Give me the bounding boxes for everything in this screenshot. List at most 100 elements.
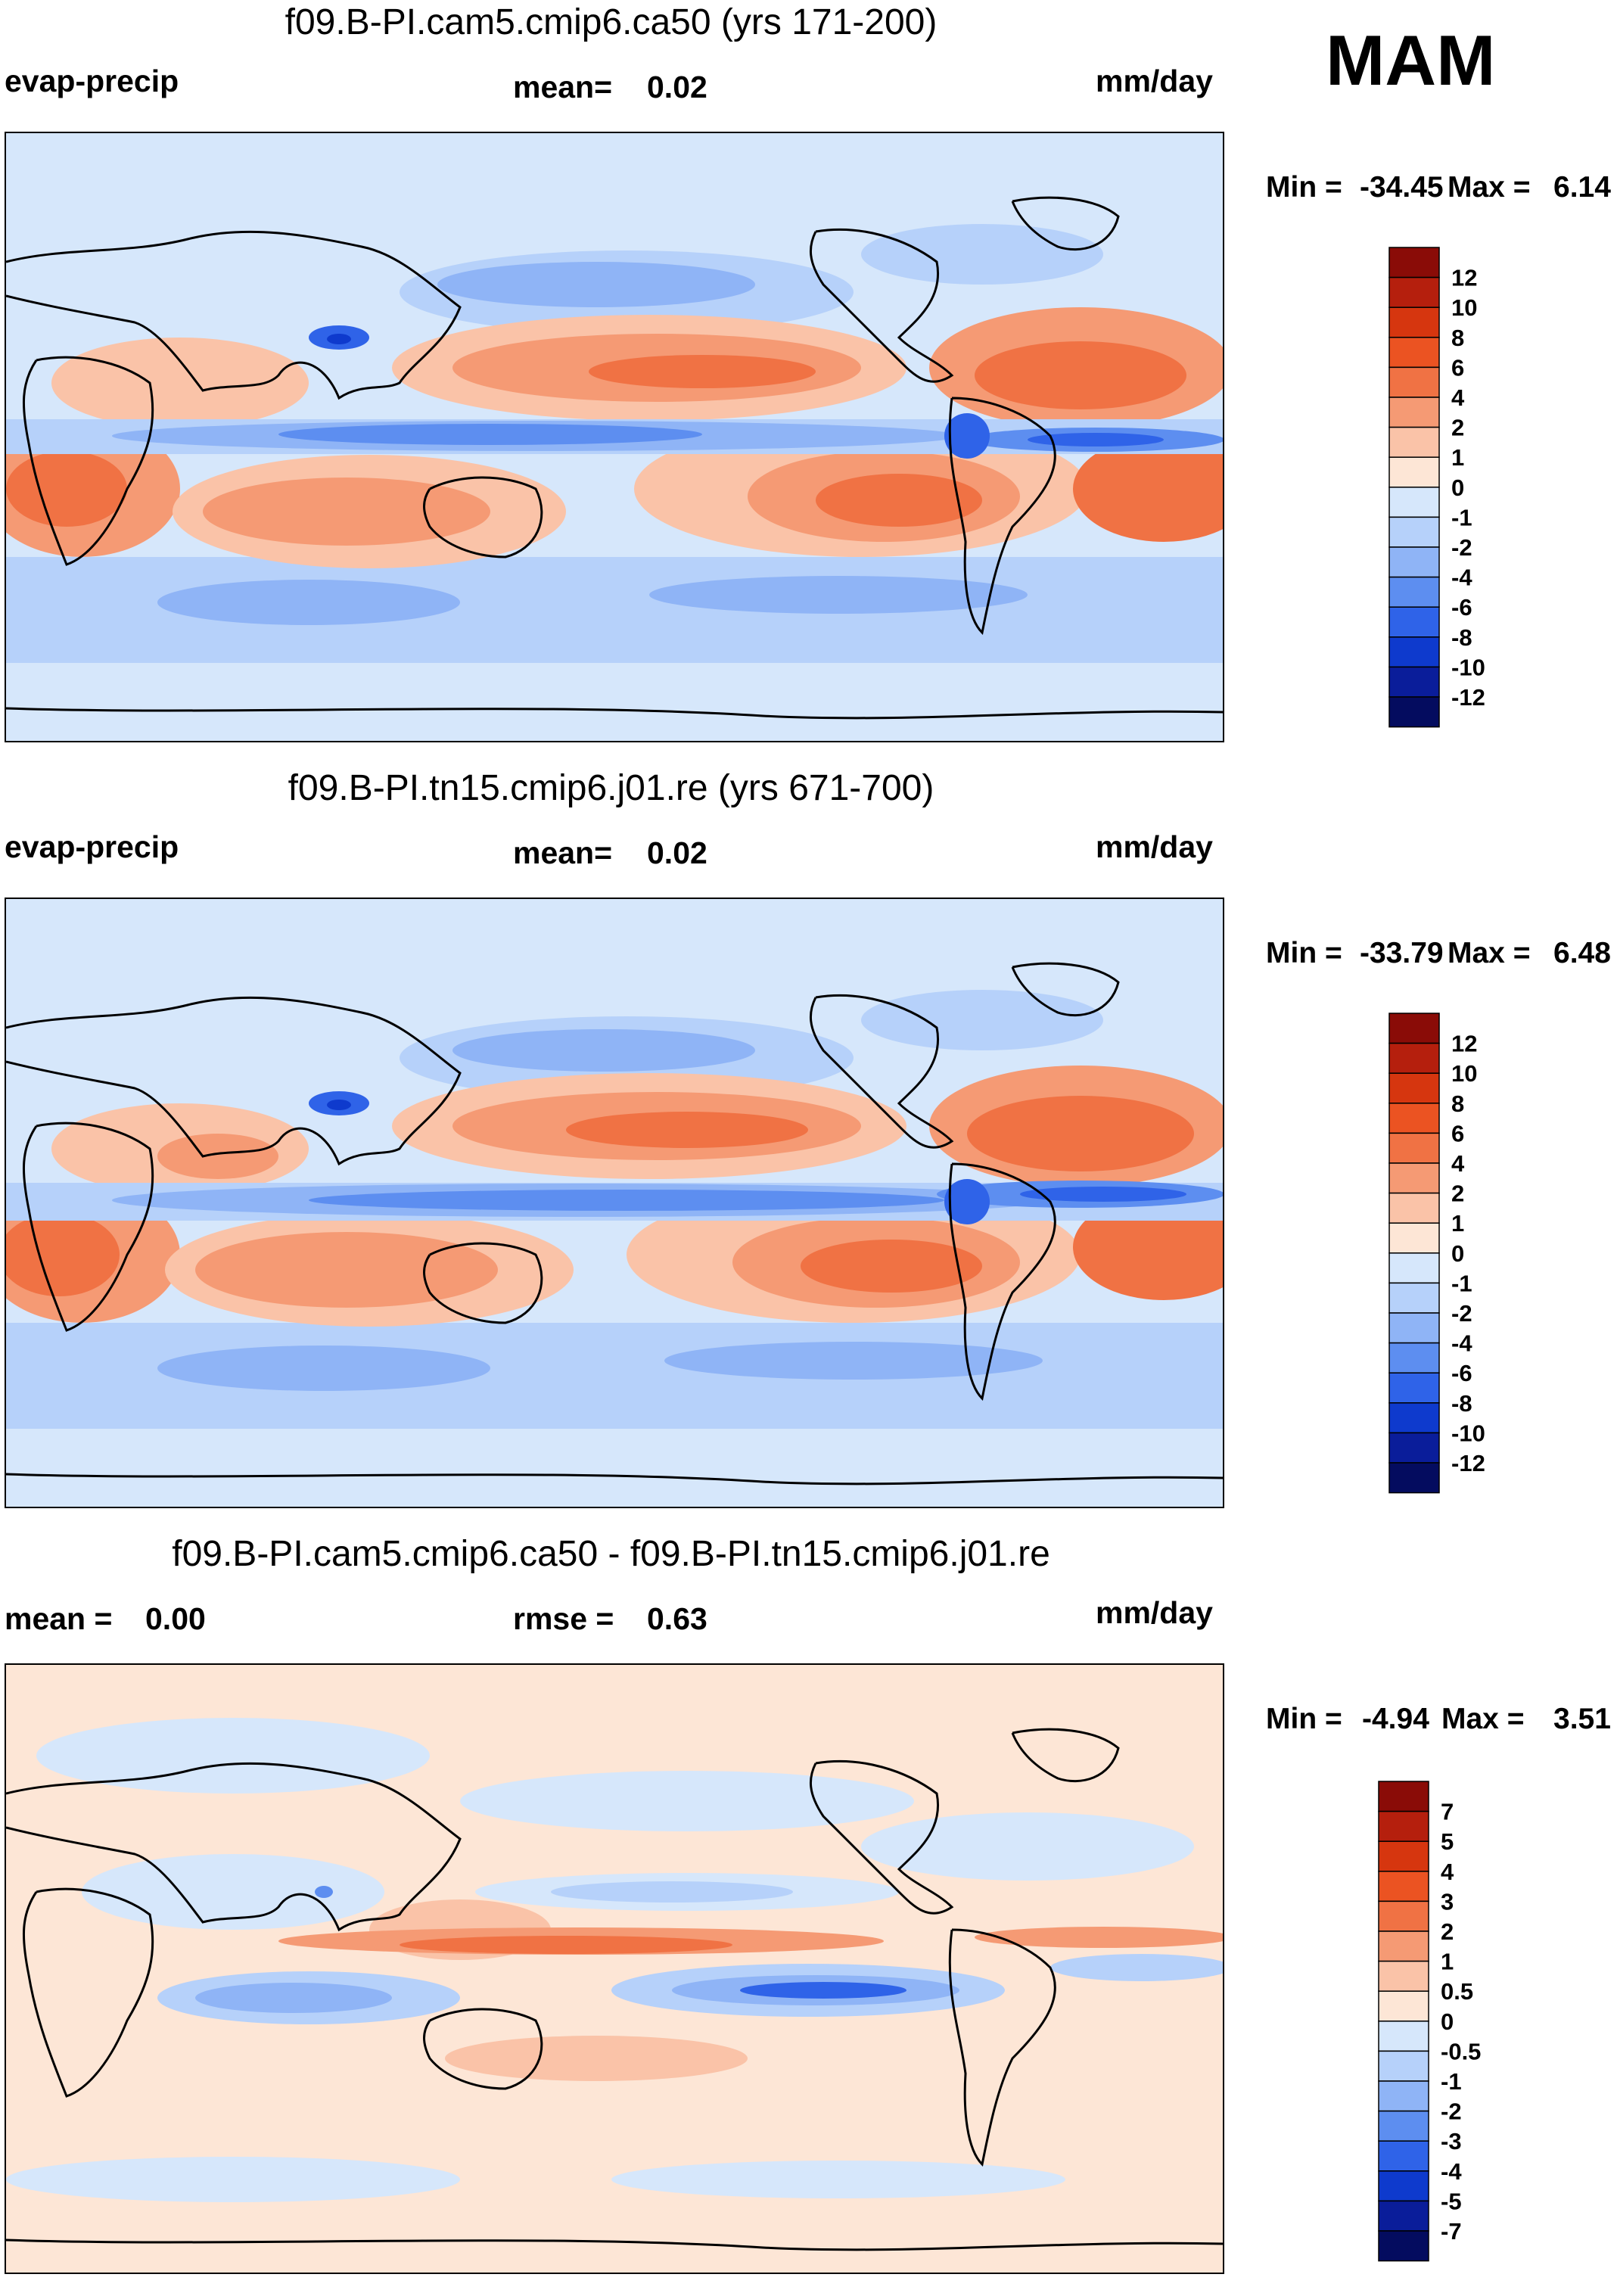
rain-maximum	[327, 1100, 351, 1110]
colorbar-tick-label: 0	[1451, 474, 1464, 501]
colorbar-tick-label: 1	[1451, 444, 1464, 471]
colorbar-tick-label: 4	[1451, 384, 1465, 411]
colorbar-tick-label: 12	[1451, 1031, 1477, 1057]
max-value: 6.48	[1553, 937, 1611, 969]
colorbar-tick-label: -6	[1451, 594, 1472, 621]
colorbar-swatch	[1388, 1282, 1440, 1314]
subtropical-high	[51, 338, 309, 428]
colorbar-tick-label: -1	[1441, 2068, 1462, 2095]
subtropical-high	[195, 1232, 498, 1308]
colorbar-swatch	[1388, 1132, 1440, 1164]
colorbar-swatch	[1388, 1072, 1440, 1104]
colorbar-swatch	[1378, 2230, 1429, 2262]
contour-map	[5, 898, 1224, 1508]
colorbar-swatch	[1388, 366, 1440, 398]
negative-core	[740, 1982, 906, 1999]
subtropical-high	[967, 1096, 1194, 1171]
colorbar-tick-label: -1	[1451, 504, 1472, 530]
panel-title: f09.B-PI.tn15.cmip6.j01.re (yrs 671-700)	[288, 768, 934, 808]
units-label: mm/day	[1096, 1595, 1213, 1630]
eurasia-coast	[6, 996, 462, 1166]
colorbar-swatch	[1378, 2140, 1429, 2172]
africa-coast	[23, 356, 154, 566]
eurasia-coast	[6, 230, 462, 400]
max-value: 3.51	[1553, 1703, 1611, 1735]
north-america-coast	[809, 228, 954, 383]
colorbar-swatch	[1388, 1162, 1440, 1194]
colorbar-tick-label: 6	[1451, 354, 1464, 381]
south-america-coast	[948, 397, 1056, 636]
colorbar-tick-label: 2	[1451, 415, 1464, 441]
variable-label: evap-precip	[5, 64, 179, 98]
contour-map	[5, 132, 1224, 742]
colorbar-tick-label: -10	[1451, 654, 1485, 680]
mean-label: mean=	[513, 835, 613, 870]
subtropical-high	[1073, 436, 1223, 542]
negative-core	[315, 1886, 333, 1898]
subtropical-high	[6, 451, 127, 527]
colorbar-tick-label: -2	[1451, 534, 1472, 561]
colorbar-swatch	[1378, 1960, 1429, 1992]
coastlines	[6, 196, 1223, 720]
colorbar-tick-label: -8	[1451, 624, 1472, 651]
max-value: 6.14	[1553, 171, 1611, 204]
map-svg	[6, 133, 1223, 741]
min-value: -34.45	[1360, 171, 1444, 204]
colorbar-swatch	[1388, 696, 1440, 728]
north-pacific-band	[437, 262, 755, 307]
colorbar-tick-label: 10	[1451, 1060, 1477, 1087]
positive-band	[975, 1927, 1223, 1948]
colorbar-swatch	[1378, 1930, 1429, 1962]
min-label: Min =	[1266, 1703, 1342, 1735]
colorbar-swatch	[1378, 1990, 1429, 2022]
panel-title: f09.B-PI.cam5.cmip6.ca50 - f09.B-PI.tn15…	[172, 1534, 1050, 1574]
min-label: Min =	[1266, 937, 1342, 969]
map-svg	[6, 899, 1223, 1507]
colorbar-swatch	[1388, 1252, 1440, 1284]
colorbar: 7 5 4 3 2 1 0.5 0 -0.5 -1 -2 -3 -4 -5 -7	[1378, 1781, 1492, 2266]
colorbar-swatch	[1378, 2170, 1429, 2202]
coastlines	[6, 1728, 1223, 2251]
colorbar-tick-label: -12	[1451, 684, 1485, 711]
colorbar-tick-label: 4	[1451, 1150, 1465, 1177]
colorbar-tick-label: -12	[1451, 1450, 1485, 1476]
colorbar-swatch	[1378, 1781, 1429, 1812]
colorbar-tick-label: 12	[1451, 265, 1477, 291]
negative-patch	[36, 1718, 430, 1794]
rmse-value: 0.63	[647, 1601, 707, 1636]
colorbar-swatch	[1378, 1840, 1429, 1872]
colorbar-swatch	[1388, 1013, 1440, 1044]
colorbar-swatch	[1388, 456, 1440, 488]
max-label: Max =	[1441, 1703, 1525, 1735]
negative-patch	[6, 2157, 460, 2202]
colorbar-tick-label: -6	[1451, 1360, 1472, 1386]
units-label: mm/day	[1096, 64, 1213, 98]
colorbar-swatch	[1388, 487, 1440, 518]
subtropical-high	[816, 474, 982, 527]
north-america-coast	[809, 1759, 954, 1915]
colorbar-tick-label: 1	[1441, 1949, 1454, 1975]
colorbar-swatch	[1388, 1342, 1440, 1374]
negative-patch	[82, 1854, 384, 1930]
colorbar-tick-label: 3	[1441, 1888, 1454, 1915]
colorbar-swatch	[1388, 397, 1440, 428]
colorbar-tick-label: 0	[1451, 1240, 1464, 1267]
min-value: -33.79	[1360, 937, 1444, 969]
colorbar-swatch	[1388, 1222, 1440, 1254]
season-label: MAM	[1326, 20, 1496, 100]
australia-coast	[423, 1242, 543, 1324]
colorbar-tick-label: -2	[1451, 1300, 1472, 1327]
subtropical-high	[203, 478, 490, 546]
colorbar-tick-label: 5	[1441, 1828, 1454, 1855]
negative-band	[195, 1983, 392, 2013]
colorbar-swatch	[1378, 2050, 1429, 2082]
mean-value: 0.00	[145, 1601, 206, 1636]
greenland-coast	[1011, 196, 1120, 251]
panel-model-a: f09.B-PI.cam5.cmip6.ca50 (yrs 171-200) e…	[0, 0, 1617, 764]
coastlines	[6, 962, 1223, 1486]
colorbar-swatch	[1378, 2110, 1429, 2142]
colorbar-tick-label: 6	[1451, 1120, 1464, 1146]
negative-patch	[460, 1771, 914, 1831]
negative-patch	[551, 1881, 793, 1902]
